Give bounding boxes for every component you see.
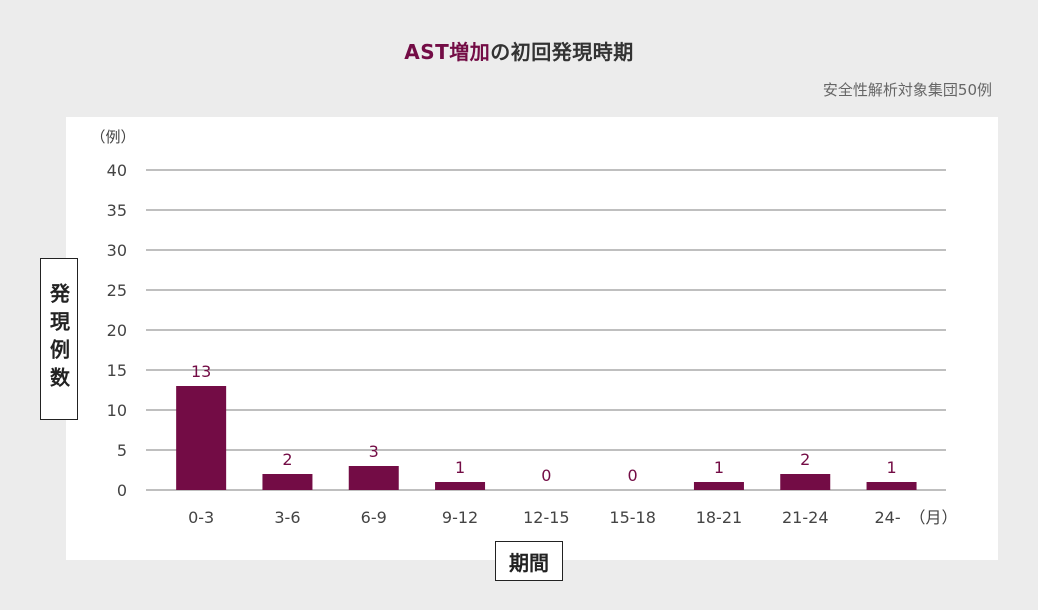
x-tick-labels: 0-3 3-6 6-9 9-12 12-15 15-18 18-21 21-24 24- （月） [188, 508, 957, 527]
data-labels: 13 2 3 1 0 0 1 2 1 [191, 362, 897, 485]
data-label: 1 [714, 458, 724, 477]
y-tick-label: 10 [107, 401, 127, 420]
bar [262, 474, 313, 490]
y-tick-label: 5 [117, 441, 127, 460]
bar [693, 482, 744, 490]
y-axis-title-text: 発現例数 [46, 283, 71, 395]
x-axis-title: 期間 [495, 541, 563, 581]
data-label: 1 [455, 458, 465, 477]
data-label: 3 [369, 442, 379, 461]
y-axis-unit: （例） [90, 128, 135, 146]
y-tick-label: 40 [107, 161, 127, 180]
x-tick-label: 6-9 [361, 508, 387, 527]
bar [866, 482, 917, 490]
y-tick-labels: 0 5 10 15 20 25 30 35 40 [107, 161, 127, 500]
x-tick-label: 12-15 [523, 508, 570, 527]
bar [176, 386, 227, 490]
data-label: 2 [282, 450, 292, 469]
bar [348, 466, 399, 490]
data-label: 0 [541, 466, 551, 485]
x-tick-label: 15-18 [609, 508, 656, 527]
y-axis-title: 発現例数 [40, 258, 78, 420]
x-tick-label: 21-24 [782, 508, 829, 527]
bars [176, 386, 917, 490]
x-tick-label: 18-21 [696, 508, 743, 527]
bar [780, 474, 831, 490]
data-label: 13 [191, 362, 211, 381]
chart-title-rest: の初回発現時期 [490, 40, 634, 64]
x-tick-label: 9-12 [442, 508, 478, 527]
data-label: 0 [628, 466, 638, 485]
y-tick-label: 25 [107, 281, 127, 300]
y-tick-label: 0 [117, 481, 127, 500]
chart-title-accent: AST増加 [404, 40, 491, 64]
y-tick-label: 15 [107, 361, 127, 380]
data-label: 2 [800, 450, 810, 469]
bar [435, 482, 486, 490]
y-tick-label: 20 [107, 321, 127, 340]
y-tick-label: 30 [107, 241, 127, 260]
chart-title: AST増加の初回発現時期 [0, 36, 1038, 65]
data-label: 1 [886, 458, 896, 477]
x-tick-label: 24- [874, 508, 900, 527]
y-tick-label: 35 [107, 201, 127, 220]
x-tick-label: 0-3 [188, 508, 214, 527]
gridlines [146, 169, 946, 491]
population-note: 安全性解析対象集団50例 [822, 81, 992, 99]
x-tick-label: 3-6 [274, 508, 300, 527]
x-axis-unit: （月） [910, 508, 958, 527]
